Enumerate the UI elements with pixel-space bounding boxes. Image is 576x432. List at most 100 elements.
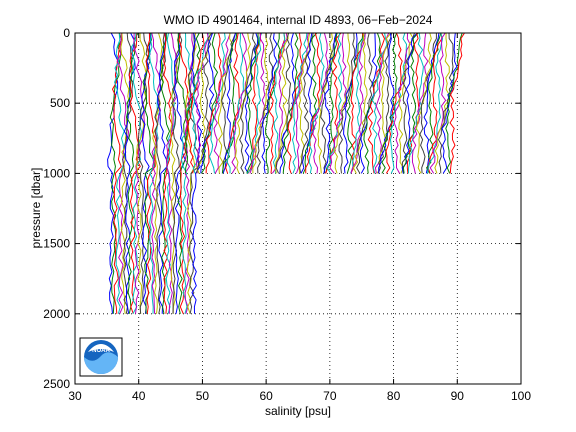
x-tick-label: 70 [323,389,337,403]
profile-line [389,32,408,174]
profile-line [385,32,403,174]
x-axis-label: salinity [psu] [265,404,331,418]
profile-line [300,32,314,174]
noaa-logo: NOAA [79,337,123,377]
y-tick-label: 1500 [43,237,70,251]
profile-line [449,32,465,174]
profile-line [159,32,171,314]
profile-line [437,32,454,174]
x-tick-label: 90 [451,389,465,403]
profile-line [231,32,248,174]
profile-line [381,32,398,174]
profile-line [305,32,321,174]
profile-line [265,33,281,174]
profile-line [299,32,314,174]
profile-line [308,32,325,174]
profile-line [246,32,260,174]
profile-line [401,32,415,174]
profile-line [350,32,366,174]
profile-line [128,32,141,314]
profile-line [271,32,288,174]
profile-line [187,32,205,174]
profile-line [445,32,463,174]
profile-line [363,32,381,174]
y-tick-label: 1000 [43,166,70,180]
plot-frame [74,32,522,385]
y-axis-label: pressure [dbar] [29,168,43,249]
x-tick-label: 60 [259,389,273,403]
y-tick-label: 0 [63,26,70,40]
profile-line [274,32,289,174]
profile-line [249,32,266,174]
profile-line [427,32,444,174]
profile-line [441,32,458,174]
profile-line [317,32,333,174]
profile-line [114,32,127,314]
profile-line [325,32,338,174]
profile-line [408,32,424,174]
profile-line [133,32,146,314]
profile-line [279,32,296,174]
profile-line [244,32,259,174]
profiles [107,32,465,315]
profile-line [166,32,178,314]
profile-line [239,32,256,174]
profile-line [120,32,132,314]
profile-line [142,32,156,314]
profile-line [275,32,292,174]
profile-line [187,32,199,314]
grid [75,33,521,384]
profile-line [213,32,231,174]
profile-line [205,32,222,174]
profile-line [371,32,388,174]
profile-line [154,32,166,314]
profile-line [180,32,193,314]
profile-line [377,32,393,174]
profile-line [286,32,303,174]
profile-line [378,32,395,174]
profile-line [109,32,122,314]
profile-line [333,32,351,174]
x-tick-label: 30 [68,389,82,403]
profile-line [140,32,152,314]
profile-line [356,32,374,174]
x-tick-label: 80 [387,389,401,403]
profile-line [291,32,308,174]
profile-line [148,32,160,314]
profile-line [329,32,347,174]
y-tick-label: 2000 [43,307,70,321]
profile-line [137,32,151,314]
x-tick-label: 40 [132,389,146,403]
profile-line [352,32,368,174]
profile-line [261,32,278,174]
chart-title: WMO ID 4901464, internal ID 4893, 06−Feb… [164,13,433,27]
profile-line [401,32,418,174]
profile-line [338,32,356,174]
profile-line [200,32,215,174]
profile-line [325,32,342,174]
profile-line [350,32,366,174]
x-tick-label: 100 [511,389,531,403]
x-tick-label: 50 [196,389,210,403]
y-tick-label: 2500 [43,377,70,391]
profile-line [191,32,203,314]
profile-line [343,32,358,174]
profile-line [111,32,123,314]
profile-line [226,33,245,174]
profile-line [302,32,318,174]
profile-line [268,32,286,174]
profile-line [222,32,238,174]
profile-line [195,32,213,174]
profile-line [163,32,174,314]
profile-line [320,32,338,174]
profile-line [256,32,274,174]
profile-line [411,32,429,174]
profile-line [125,32,139,314]
profile-line [176,32,188,314]
profile-line [116,32,130,315]
profile-line [406,32,420,174]
y-tick-label: 500 [50,96,70,110]
profile-line [174,32,186,314]
